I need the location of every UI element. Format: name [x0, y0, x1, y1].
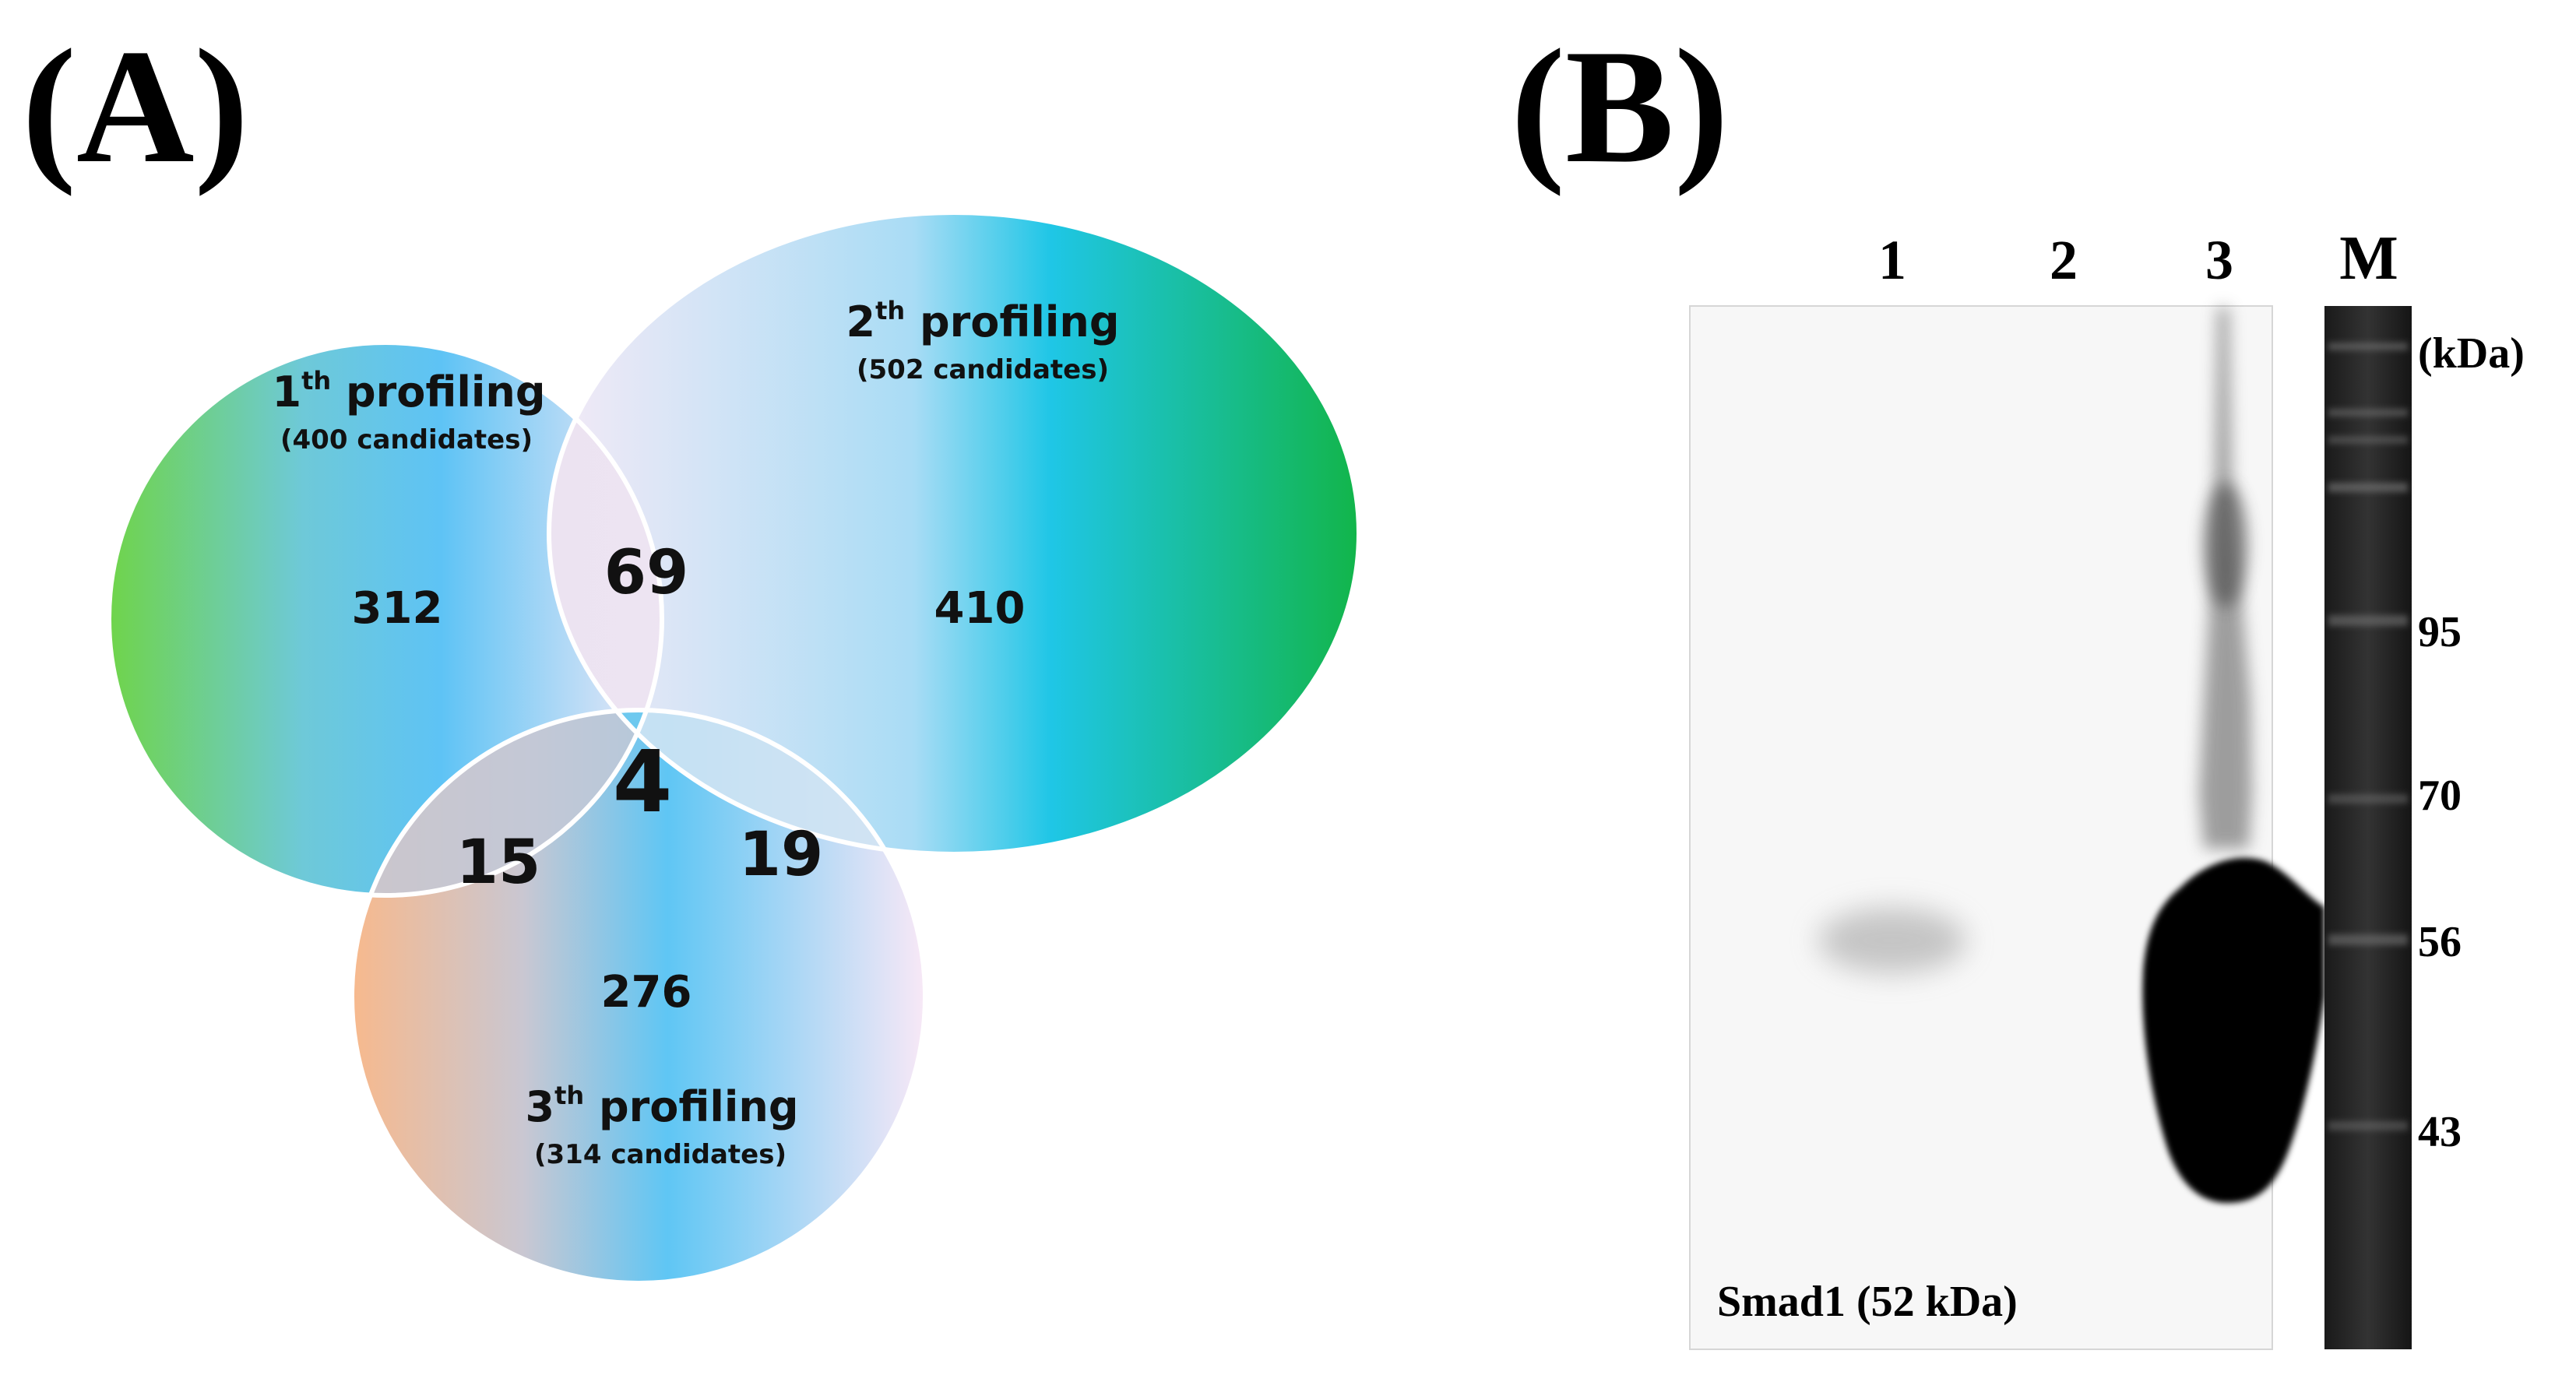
- count-only-3: 276: [601, 967, 692, 1018]
- marker-label-56: 56: [2418, 918, 2462, 966]
- lane-3-signal: [2142, 308, 2324, 1203]
- set-1-subtitle: (400 candidates): [280, 424, 533, 455]
- set-2-title: 2th profiling: [846, 296, 1120, 346]
- marker-lane: [2324, 306, 2412, 1349]
- panel-b-label: (B): [1511, 16, 1729, 197]
- count-all: 4: [613, 732, 673, 832]
- set-1-title: 1th profiling: [273, 366, 546, 417]
- marker-label-95: 95: [2418, 608, 2462, 656]
- marker-label-43: 43: [2418, 1108, 2462, 1156]
- count-only-1: 312: [352, 583, 443, 634]
- blot-membrane: [1689, 305, 2273, 1350]
- count-1-3: 15: [456, 828, 541, 898]
- lane-1-band: [1818, 908, 1966, 973]
- count-only-2: 410: [934, 583, 1026, 634]
- set-3-title: 3th profiling: [526, 1081, 799, 1131]
- blot-caption: Smad1 (52 kDa): [1717, 1278, 2018, 1326]
- unit-label: (kDa): [2418, 329, 2525, 378]
- overlap-1-3: [352, 710, 662, 895]
- count-1-2: 69: [604, 538, 689, 608]
- marker-label-70: 70: [2418, 772, 2462, 820]
- count-2-3: 19: [739, 820, 824, 890]
- lane-label-2: 2: [2050, 229, 2078, 291]
- set-3-subtitle: (314 candidates): [534, 1139, 787, 1170]
- set-2-region: [549, 213, 1359, 854]
- panel-a-label: (A): [22, 16, 249, 197]
- lane-label-1: 1: [1878, 229, 1906, 291]
- lane-label-marker: M: [2339, 224, 2398, 293]
- set-2-subtitle: (502 candidates): [857, 354, 1109, 385]
- lane-label-3: 3: [2205, 229, 2233, 291]
- marker-ladder-bands: [2328, 343, 2408, 1131]
